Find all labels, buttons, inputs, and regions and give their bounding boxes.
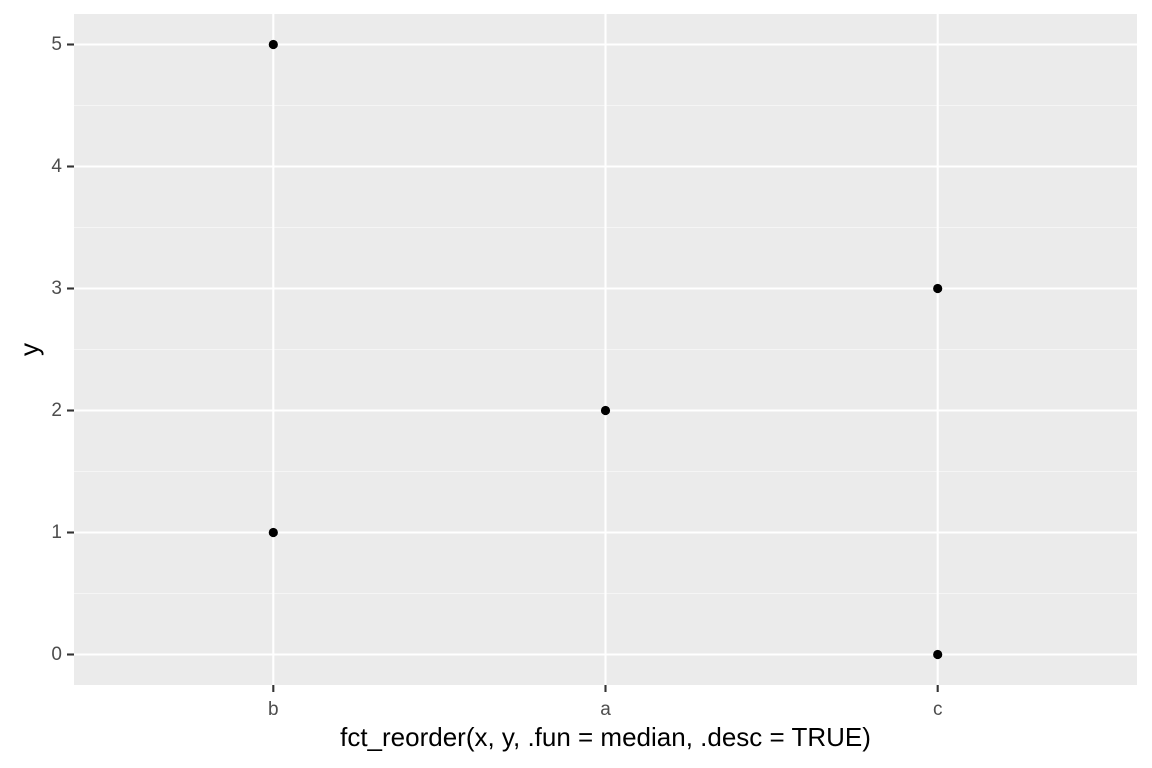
y-axis-title: y — [14, 343, 44, 356]
x-axis-title: fct_reorder(x, y, .fun = median, .desc =… — [340, 722, 871, 752]
x-tick-label: a — [600, 699, 611, 720]
y-tick-label: 5 — [51, 34, 62, 55]
y-tick-label: 1 — [51, 522, 62, 543]
data-point — [600, 405, 611, 416]
data-point — [933, 283, 943, 294]
data-point — [268, 527, 278, 538]
y-tick-label: 0 — [51, 644, 62, 665]
data-points — [268, 39, 943, 660]
major-gridlines — [74, 14, 1137, 685]
x-tick-label: b — [268, 699, 279, 720]
data-point — [268, 39, 278, 50]
y-tick-label: 4 — [51, 156, 62, 177]
y-tick-label: 2 — [51, 400, 62, 421]
data-point — [933, 649, 943, 660]
y-tick-label: 3 — [51, 278, 62, 299]
x-tick-label: c — [933, 699, 943, 720]
y-axis: 0 1 2 3 4 5 — [51, 34, 74, 665]
